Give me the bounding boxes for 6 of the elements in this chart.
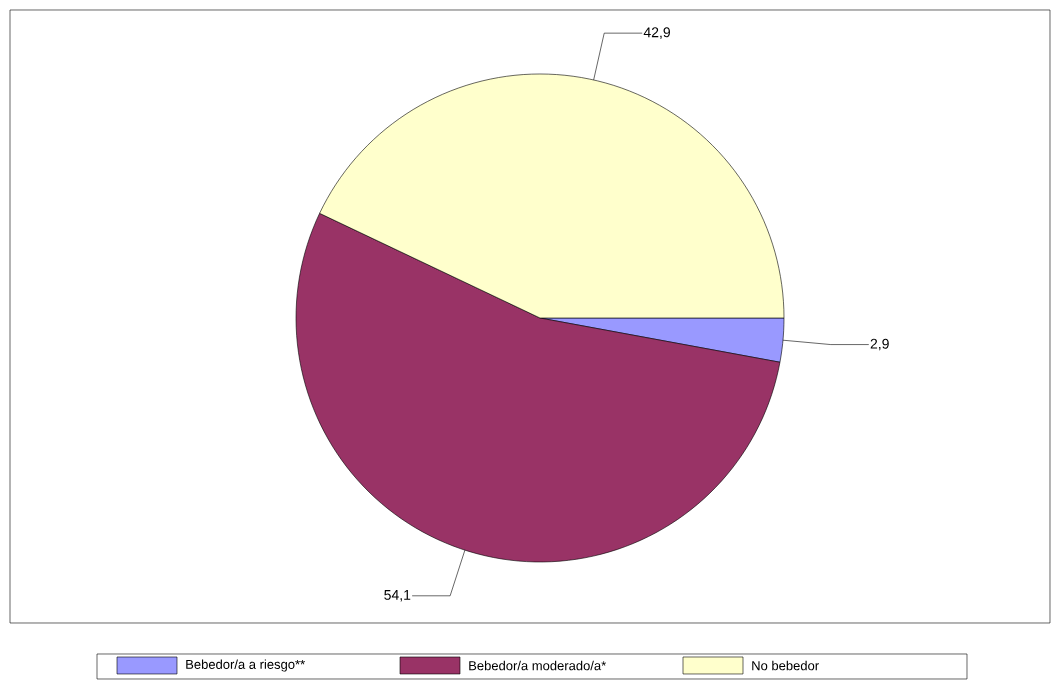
data-label: 54,1 [384,590,411,602]
legend-label: Bebedor/a moderado/a* [469,660,607,671]
legend-label: No bebedor [752,660,819,671]
data-label: 42,9 [643,27,670,39]
legend-label: Bebedor/a a riesgo** [186,659,305,672]
data-label: 2,9 [870,338,889,351]
